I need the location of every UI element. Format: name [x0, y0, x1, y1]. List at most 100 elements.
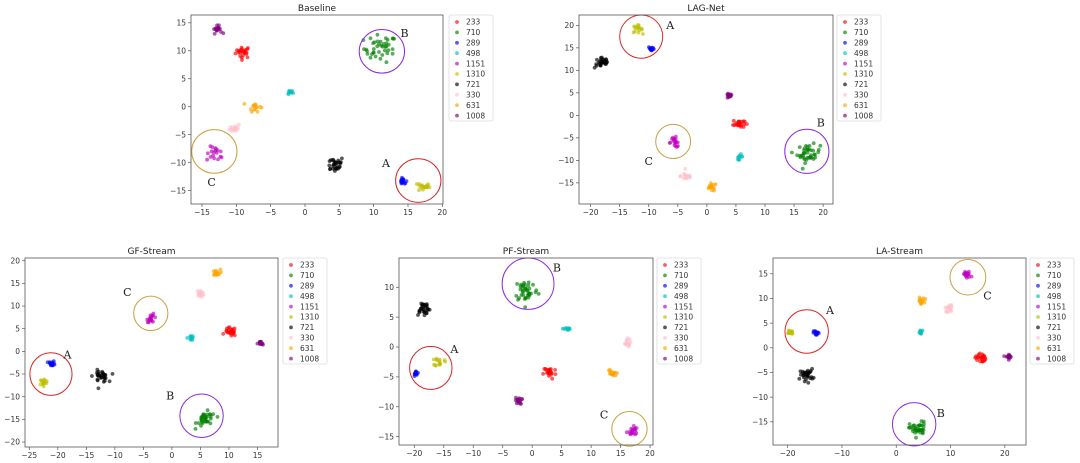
legend-marker-710 [289, 273, 293, 278]
data-point [520, 397, 525, 401]
axes-frame [190, 14, 444, 205]
data-point [215, 415, 220, 419]
data-point [811, 157, 816, 161]
legend-label: 1310 [674, 313, 693, 322]
data-point [51, 359, 56, 364]
cluster-1008 [255, 339, 265, 347]
legend-marker-330 [289, 335, 293, 340]
data-point [921, 424, 926, 429]
data-point [385, 38, 390, 42]
data-point [437, 357, 442, 362]
cluster-289 [45, 359, 57, 368]
y-tick-label: 15 [176, 19, 186, 28]
data-point [375, 44, 380, 49]
legend-label: 710 [1047, 271, 1062, 280]
data-point [290, 88, 294, 93]
data-point [102, 375, 106, 380]
legend-marker-330 [1036, 335, 1040, 340]
data-point [375, 32, 380, 37]
data-point [641, 32, 645, 36]
x-tick-label: 10 [760, 208, 770, 217]
y-tick-label: −5 [383, 373, 394, 382]
data-point [627, 337, 632, 342]
data-point [804, 158, 809, 162]
x-tick-label: 10 [369, 208, 379, 217]
data-point [682, 171, 686, 176]
legend-label: 330 [466, 91, 481, 100]
annotation-label-c: C [123, 286, 131, 299]
data-point [980, 352, 985, 357]
data-point [261, 342, 265, 347]
data-point [211, 269, 216, 274]
legend-marker-1151 [843, 61, 847, 66]
y-tick-label: 10 [564, 66, 574, 75]
data-point [802, 375, 806, 380]
data-point [519, 282, 523, 287]
cluster-233 [541, 367, 558, 381]
data-point [595, 57, 599, 62]
data-point [442, 358, 447, 362]
legend-label: 1310 [300, 313, 319, 322]
legend-marker-721 [455, 82, 459, 87]
data-point [787, 330, 792, 335]
data-point [549, 372, 553, 377]
data-point [741, 125, 746, 129]
data-point [709, 181, 713, 186]
legend-label: 631 [674, 344, 689, 353]
y-tick-label: −15 [170, 186, 186, 195]
x-tick-label: −10 [228, 208, 244, 217]
data-point [107, 379, 112, 384]
data-point [790, 150, 794, 155]
legend-label: 721 [466, 80, 481, 89]
data-point [712, 186, 717, 191]
cluster-1008 [513, 395, 525, 406]
data-point [425, 308, 430, 313]
cluster-721 [592, 55, 609, 70]
legend-marker-1151 [663, 304, 667, 309]
data-point [526, 283, 531, 288]
legend-marker-721 [663, 325, 667, 330]
data-point [193, 427, 198, 431]
data-point [923, 297, 928, 301]
data-point [203, 415, 208, 420]
legend-label: 1310 [466, 70, 485, 79]
legend-marker-631 [1036, 346, 1040, 351]
x-tick-label: 0 [170, 451, 175, 460]
scatter-points [592, 23, 823, 193]
legend-label: 233 [674, 261, 689, 270]
data-point [378, 56, 383, 61]
annotation-label-b: B [937, 407, 945, 420]
y-tick-label: −5 [563, 134, 574, 143]
data-point [228, 125, 233, 130]
legend-marker-233 [289, 263, 293, 267]
cluster-498 [917, 328, 925, 336]
data-point [422, 310, 427, 315]
cluster-highlight-circle-b [891, 402, 937, 447]
chart-title: LA-Stream [876, 247, 923, 257]
data-point [146, 320, 151, 325]
legend-marker-1008 [843, 113, 847, 118]
x-tick-label: −5 [672, 208, 683, 217]
data-point [811, 141, 816, 146]
annotation-label-c: C [600, 409, 608, 422]
x-tick-label: 0 [894, 449, 899, 458]
cluster-498 [286, 88, 296, 96]
legend-label: 498 [854, 49, 869, 58]
legend-label: 710 [300, 271, 315, 280]
cluster-highlight-circle-a [409, 345, 453, 390]
data-point [647, 45, 651, 50]
x-tick-label: 15 [403, 208, 413, 217]
cluster-1310 [786, 328, 795, 336]
data-point [736, 157, 740, 162]
data-point [805, 144, 810, 149]
legend-label: 1008 [466, 111, 485, 120]
legend-marker-289 [663, 283, 667, 288]
data-point [212, 31, 217, 36]
data-point [216, 157, 220, 162]
data-point [907, 422, 912, 426]
data-point [286, 92, 291, 96]
cluster-1310 [431, 356, 447, 368]
legend-label: 498 [300, 292, 315, 301]
data-point [211, 150, 216, 155]
